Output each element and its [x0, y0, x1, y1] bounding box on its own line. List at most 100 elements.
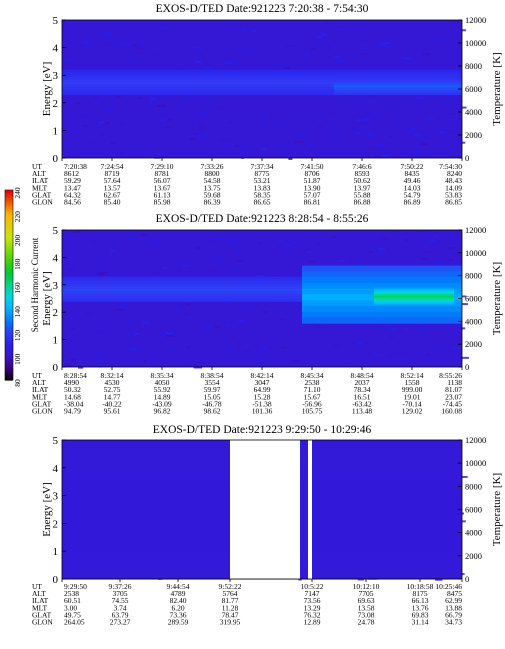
y2-tick-label: 10000 [465, 248, 486, 258]
y2-tick-label: 10000 [465, 38, 486, 48]
orbit-value: 69.63 [358, 596, 375, 605]
y-tick-label: 3 [53, 491, 59, 503]
spectrogram-cell [137, 96, 143, 99]
spectrogram-panel-2: EXOS-D/TED Date:921223 8:28:54 - 8:55:26… [32, 213, 503, 416]
orbit-value: -38.04 [64, 399, 84, 408]
spectrogram-cell [184, 252, 191, 255]
x-tick-label: 8:35:34 [151, 371, 174, 380]
spectrogram-cell [284, 65, 289, 68]
spectrogram-cell [156, 36, 165, 39]
spectrogram-cell [110, 142, 115, 145]
spectrogram-cell [280, 146, 288, 149]
spectrogram-cell [134, 332, 139, 335]
spectrogram-cell [322, 33, 328, 36]
colorbar-segment [5, 318, 13, 322]
orbit-value: 13.83 [254, 183, 271, 192]
colorbar-segment [5, 296, 13, 300]
colorbar-segment [5, 342, 13, 345]
spectrogram-cell [225, 61, 234, 64]
spectrogram-cell [300, 354, 306, 357]
spectrogram-cell [292, 46, 297, 49]
spectrogram-cell [416, 96, 424, 99]
panel-title: EXOS-D/TED Date:921223 8:28:54 - 8:55:26 [156, 213, 369, 225]
x-tick-label: 7:54:30 [439, 162, 462, 171]
colorbar-tick-label: 120 [13, 330, 22, 342]
spectrogram-band [374, 294, 454, 297]
orbit-value: 8800 [205, 169, 220, 178]
spectrogram-cell [85, 312, 94, 315]
spectrogram-cell [230, 59, 239, 62]
x-tick-label: 9:29:50 [64, 582, 87, 591]
spectrogram-cell [237, 100, 243, 103]
spectrogram-cell [307, 251, 312, 254]
spectrogram-band [302, 271, 462, 278]
spectrogram-cell [251, 352, 259, 355]
spectrogram-cell [94, 260, 103, 263]
spectrogram-cell [198, 128, 205, 131]
orbit-row-label: GLON [32, 407, 53, 416]
spectrogram-cell [213, 256, 223, 259]
spectrogram-cell [317, 111, 321, 114]
orbit-row-label: MLT [32, 183, 48, 192]
spectrogram-cell [369, 134, 373, 137]
spectrogram-cell [296, 362, 301, 365]
spectrogram-cell [395, 354, 402, 357]
colorbar-segment [5, 199, 13, 203]
orbit-value: 4990 [64, 378, 79, 387]
spectrogram-cell [386, 339, 391, 342]
colorbar-segment [5, 216, 13, 220]
spectrogram-cell [373, 154, 378, 157]
colorbar-segment [5, 270, 13, 274]
spectrogram-cell [461, 303, 468, 306]
spectrogram-cell [257, 150, 264, 153]
spectrogram-band [62, 79, 462, 83]
spectrogram-cell [136, 47, 144, 50]
colorbar-tick-label: 220 [13, 211, 22, 223]
spectrogram-cell [288, 157, 293, 160]
spectrogram-cell [198, 125, 204, 128]
spectrogram-cell [357, 20, 366, 23]
spectrogram-cell [285, 45, 295, 48]
spectrogram-cell [74, 102, 81, 105]
spectrogram-cell [208, 111, 214, 114]
y2-tick-label: 0 [465, 362, 469, 372]
spectrogram-band [62, 288, 302, 292]
spectrogram-cell [230, 28, 237, 31]
spectrogram-cell [420, 257, 429, 260]
spectrogram-cell [351, 351, 357, 354]
spectrogram-cell [355, 237, 362, 240]
orbit-value: -70.14 [402, 399, 422, 408]
spectrogram-cell [102, 122, 110, 125]
orbit-value: 7705 [359, 589, 374, 598]
spectrogram-cell [70, 145, 76, 148]
spectrogram-cell [118, 122, 126, 125]
spectrogram-cell [389, 135, 394, 138]
colorbar-segment [5, 332, 13, 336]
orbit-value: 86.89 [404, 198, 421, 207]
spectrogram-cell [421, 143, 429, 146]
spectrogram-cell [317, 243, 321, 246]
spectrogram-cell [219, 127, 228, 130]
spectrogram-band [334, 83, 462, 87]
spectrogram-cell [151, 53, 161, 56]
orbit-value: 34.73 [445, 618, 462, 627]
spectrogram-cell [231, 62, 237, 65]
spectrogram-band [62, 296, 302, 300]
spectrogram-band [62, 82, 462, 86]
spectrogram-cell [228, 121, 236, 124]
colorbar-tick-label: 80 [13, 379, 22, 387]
spectrogram-cell [432, 39, 442, 42]
colorbar-segment [5, 315, 13, 319]
orbit-value: 61.13 [154, 190, 171, 199]
spectrogram-cell [161, 26, 168, 29]
spectrogram-cell [279, 318, 286, 321]
spectrogram-band [62, 74, 462, 78]
spectrogram-cell [357, 342, 363, 345]
orbit-value: 31.14 [412, 618, 429, 627]
spectrogram-cell [64, 27, 70, 30]
spectrogram-cell [413, 133, 419, 136]
spectrogram-cell [192, 46, 201, 49]
y-tick-label: 1 [53, 546, 59, 558]
spectrogram-cell [383, 324, 392, 327]
spectrogram-cell [389, 352, 398, 355]
